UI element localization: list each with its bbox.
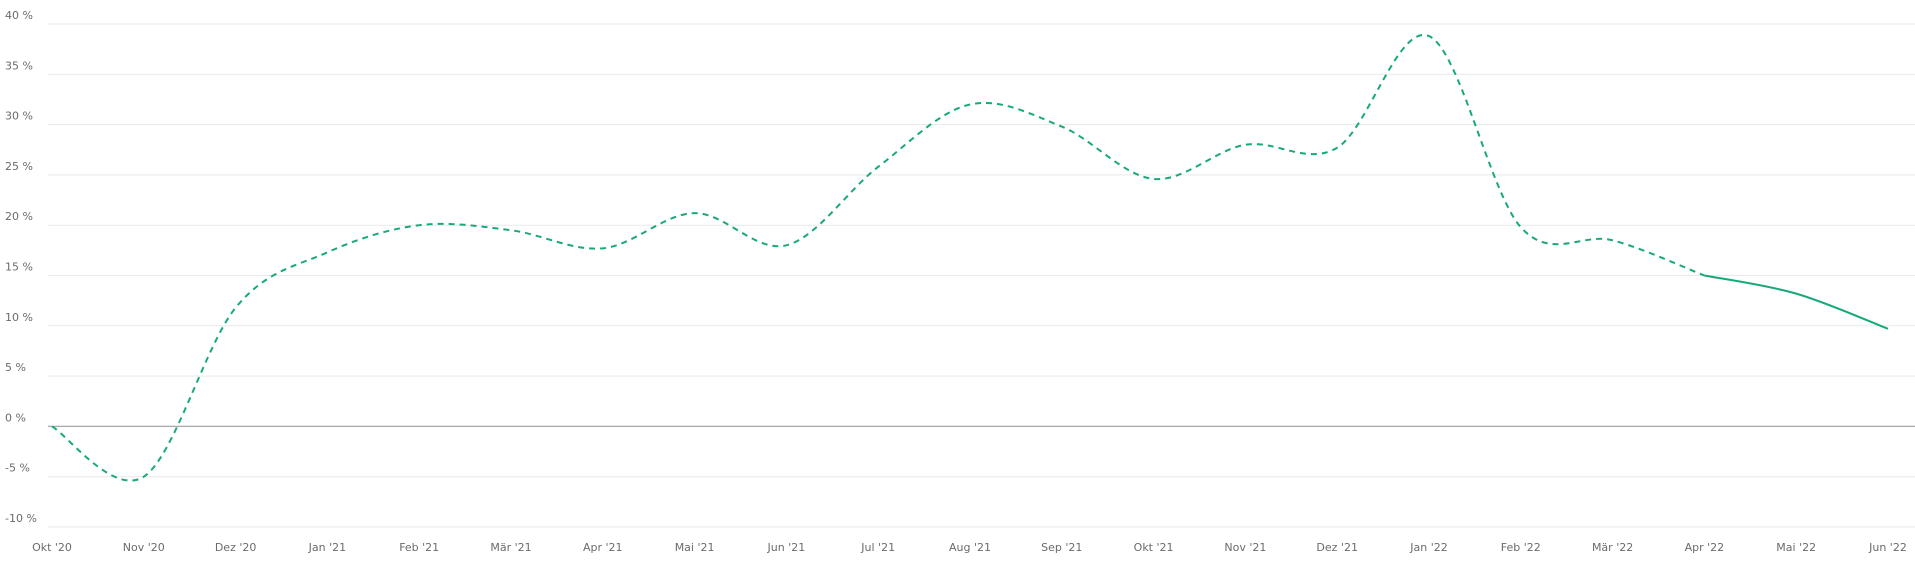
y-tick-label: 10 % — [5, 311, 33, 324]
y-tick-label: 5 % — [5, 361, 26, 374]
y-tick-label: 35 % — [5, 59, 33, 72]
x-tick-label: Nov '20 — [123, 541, 165, 554]
y-tick-label: 25 % — [5, 160, 33, 173]
y-tick-label: -5 % — [5, 462, 30, 475]
x-tick-label: Feb '21 — [399, 541, 439, 554]
x-tick-label: Mai '21 — [675, 541, 715, 554]
x-tick-label: Mär '21 — [490, 541, 531, 554]
x-tick-label: Apr '22 — [1685, 541, 1725, 554]
x-tick-label: Nov '21 — [1224, 541, 1266, 554]
x-tick-label: Sep '21 — [1041, 541, 1082, 554]
x-tick-label: Mär '22 — [1592, 541, 1633, 554]
y-tick-label: 20 % — [5, 210, 33, 223]
data-line — [1704, 274, 1889, 330]
data-line — [51, 34, 1705, 482]
y-tick-label: 15 % — [5, 261, 33, 274]
x-tick-label: Aug '21 — [949, 541, 991, 554]
y-tick-label: 0 % — [5, 411, 26, 424]
y-tick-label: 40 % — [5, 9, 33, 22]
x-tick-label: Dez '20 — [215, 541, 257, 554]
x-tick-label: Jun '22 — [1868, 541, 1907, 554]
x-tick-label: Jun '21 — [767, 541, 806, 554]
x-tick-label: Apr '21 — [583, 541, 623, 554]
y-tick-label: 30 % — [5, 110, 33, 123]
x-tick-label: Jul '21 — [860, 541, 895, 554]
x-tick-label: Mai '22 — [1776, 541, 1816, 554]
x-tick-label: Okt '21 — [1134, 541, 1174, 554]
x-tick-label: Jan '22 — [1409, 541, 1447, 554]
x-tick-label: Jan '21 — [308, 541, 346, 554]
y-tick-label: -10 % — [5, 512, 37, 525]
x-tick-label: Feb '22 — [1501, 541, 1541, 554]
x-tick-label: Dez '21 — [1316, 541, 1358, 554]
x-tick-label: Okt '20 — [32, 541, 72, 554]
